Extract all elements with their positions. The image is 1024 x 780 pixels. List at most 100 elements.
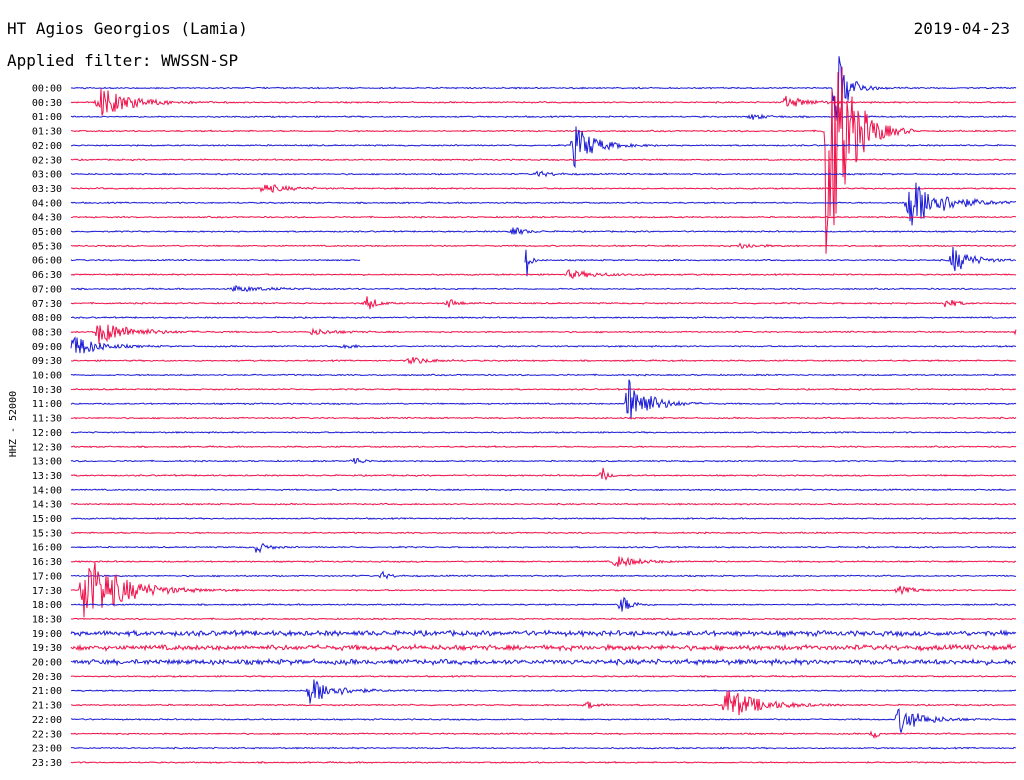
row-time-label: 20:00 xyxy=(32,658,62,669)
trace-row xyxy=(70,556,1017,568)
trace-row xyxy=(70,242,1017,249)
row-time-label: 18:30 xyxy=(32,614,62,625)
trace-row xyxy=(70,158,1017,162)
trace-row xyxy=(70,269,1017,279)
trace-row xyxy=(70,445,1017,449)
trace-row xyxy=(70,457,1017,465)
row-time-label: 16:30 xyxy=(32,557,62,568)
row-time-label: 07:00 xyxy=(32,284,62,295)
trace-row xyxy=(71,315,1017,320)
trace-row xyxy=(70,467,1017,481)
trace-row xyxy=(70,184,1017,193)
row-time-label: 15:30 xyxy=(32,528,62,539)
trace-row xyxy=(70,760,1017,764)
row-time-label: 10:30 xyxy=(32,385,62,396)
trace-row xyxy=(70,126,1016,169)
row-time-label: 06:30 xyxy=(32,270,62,281)
row-time-label: 20:30 xyxy=(32,672,62,683)
row-time-label: 11:30 xyxy=(32,414,62,425)
trace-row xyxy=(70,336,1017,354)
row-time-label: 00:30 xyxy=(32,98,62,109)
station-title: HT Agios Georgios (Lamia) xyxy=(7,19,248,38)
trace-row xyxy=(70,324,1017,344)
trace-row xyxy=(70,182,1017,226)
trace-row xyxy=(70,531,1017,535)
trace-row xyxy=(70,246,1017,277)
row-time-label: 17:00 xyxy=(32,571,62,582)
trace-row xyxy=(70,570,1017,580)
row-time-label: 18:00 xyxy=(32,600,62,611)
trace-row xyxy=(70,562,1017,618)
trace-row xyxy=(70,746,1017,750)
trace-row xyxy=(71,596,1017,612)
row-time-label: 17:30 xyxy=(32,586,62,597)
trace-row xyxy=(70,170,1017,178)
row-time-label: 14:00 xyxy=(32,485,62,496)
row-time-label: 05:00 xyxy=(32,227,62,238)
trace-row xyxy=(70,679,1017,704)
row-time-label: 02:00 xyxy=(32,141,62,152)
trace-row xyxy=(70,629,1017,638)
row-time-label: 14:30 xyxy=(32,500,62,511)
row-time-label: 01:00 xyxy=(32,112,62,123)
row-time-label: 21:30 xyxy=(32,701,62,712)
trace-row xyxy=(70,517,1017,521)
row-time-label: 09:30 xyxy=(32,356,62,367)
row-time-label: 19:00 xyxy=(32,629,62,640)
row-time-label: 01:30 xyxy=(32,127,62,138)
record-date: 2019-04-23 xyxy=(913,19,1010,38)
trace-row xyxy=(70,373,1017,377)
row-time-label: 16:00 xyxy=(32,543,62,554)
row-time-label: 04:30 xyxy=(32,213,62,224)
trace-row xyxy=(70,674,1017,678)
row-time-label: 21:00 xyxy=(32,686,62,697)
trace-row xyxy=(70,215,1016,219)
row-time-label: 11:00 xyxy=(32,399,62,410)
row-time-label: 04:00 xyxy=(32,198,62,209)
row-time-label: 06:00 xyxy=(32,256,62,267)
channel-label: HHZ - 52000 xyxy=(8,391,19,457)
row-time-label: 05:30 xyxy=(32,241,62,252)
trace-row xyxy=(70,296,1017,310)
filter-label: Applied filter: WWSSN-SP xyxy=(7,51,239,70)
trace-row xyxy=(70,542,1017,554)
row-time-label: 13:30 xyxy=(32,471,62,482)
row-time-label: 23:00 xyxy=(32,744,62,755)
trace-row xyxy=(70,657,1017,667)
row-time-label: 15:00 xyxy=(32,514,62,525)
row-time-label: 22:00 xyxy=(32,715,62,726)
row-time-label: 10:00 xyxy=(32,371,62,382)
trace-row xyxy=(70,66,1017,254)
row-time-label: 19:30 xyxy=(32,643,62,654)
trace-row xyxy=(70,416,1017,420)
row-time-label: 13:00 xyxy=(32,457,62,468)
trace-row xyxy=(71,708,1017,733)
row-time-label: 22:30 xyxy=(32,729,62,740)
row-time-label: 12:30 xyxy=(32,442,62,453)
trace-row xyxy=(70,617,1017,621)
row-time-label: 03:30 xyxy=(32,184,62,195)
trace-row xyxy=(70,488,1017,492)
row-time-label: 03:00 xyxy=(32,170,62,181)
trace-row xyxy=(70,113,1017,120)
trace-row xyxy=(70,502,1017,506)
trace-row xyxy=(70,430,1017,434)
trace-row xyxy=(70,379,1017,420)
row-time-label: 23:30 xyxy=(32,758,62,769)
row-time-label: 00:00 xyxy=(32,84,62,95)
row-time-label: 08:30 xyxy=(32,327,62,338)
trace-row xyxy=(70,730,1017,740)
trace-row xyxy=(70,387,1017,391)
trace-row xyxy=(70,284,1016,293)
trace-row xyxy=(70,643,1017,653)
row-time-label: 02:30 xyxy=(32,155,62,166)
trace-row xyxy=(70,56,1017,122)
row-time-label: 09:00 xyxy=(32,342,62,353)
trace-row xyxy=(71,227,1017,236)
row-time-label: 08:00 xyxy=(32,313,62,324)
trace-row xyxy=(70,356,1017,365)
trace-row xyxy=(70,690,1017,716)
row-time-label: 12:00 xyxy=(32,428,62,439)
row-time-label: 07:30 xyxy=(32,299,62,310)
